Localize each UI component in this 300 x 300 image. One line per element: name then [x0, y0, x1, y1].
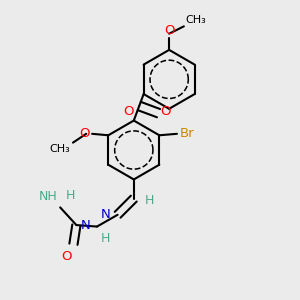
Text: CH₃: CH₃ — [50, 143, 70, 154]
Text: O: O — [164, 24, 174, 37]
Text: O: O — [61, 250, 71, 262]
Text: H: H — [66, 189, 76, 202]
Text: Br: Br — [179, 127, 194, 140]
Text: O: O — [160, 105, 170, 118]
Text: NH: NH — [38, 190, 57, 203]
Text: H: H — [100, 232, 110, 245]
Text: O: O — [123, 105, 134, 118]
Text: CH₃: CH₃ — [185, 15, 206, 25]
Text: O: O — [80, 127, 90, 140]
Text: H: H — [145, 194, 154, 207]
Text: N: N — [100, 208, 110, 221]
Text: N: N — [81, 219, 91, 232]
